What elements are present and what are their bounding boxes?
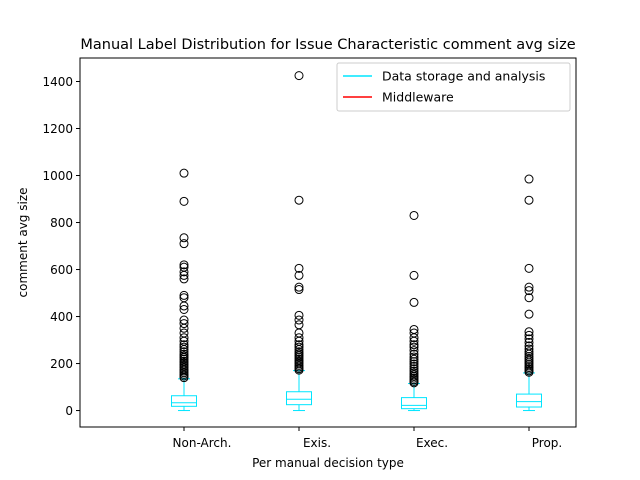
plot-area: 0 200 400 600 800 1000 1200 1400 Non-Arch. Exis. E… — [42, 71, 562, 450]
outlier-point — [179, 267, 189, 277]
outlier-point — [524, 263, 534, 273]
outlier-point — [179, 290, 189, 300]
outlier-point — [179, 340, 189, 350]
outlier-point — [179, 323, 189, 333]
outlier-point — [294, 365, 304, 375]
outlier-point — [179, 168, 189, 178]
outlier-point — [179, 233, 189, 243]
outlier-point — [524, 282, 534, 292]
outlier-point — [524, 174, 534, 184]
outlier-point — [179, 239, 189, 249]
outlier-point — [179, 304, 189, 314]
outlier-point — [409, 346, 419, 356]
outlier-point — [524, 367, 534, 377]
outlier-point — [524, 334, 534, 344]
outlier-point — [179, 274, 189, 284]
outlier-point — [179, 342, 189, 352]
x-tick-label: Exec. — [416, 436, 448, 450]
outlier-point — [524, 293, 534, 303]
y-tick-label: 600 — [50, 263, 73, 277]
y-tick-label: 200 — [50, 357, 73, 371]
outlier-point — [294, 333, 304, 343]
outlier-point — [409, 333, 419, 343]
outlier-point — [409, 336, 419, 346]
x-tick-label: Prop. — [532, 436, 562, 450]
y-axis-label: comment avg size — [16, 188, 30, 298]
box-group-1 — [286, 71, 312, 412]
outlier-point — [179, 260, 189, 270]
y-tick-label: 0 — [65, 404, 73, 418]
outlier-point — [409, 354, 419, 364]
box-group-2 — [401, 210, 427, 412]
legend: Data storage and analysis Middleware — [336, 62, 571, 112]
outlier-point — [524, 337, 534, 347]
outlier-point — [524, 327, 534, 337]
outlier-point — [294, 315, 304, 325]
y-tick-label: 400 — [50, 310, 73, 324]
y-tick-label: 1400 — [42, 75, 73, 89]
legend-label-data-storage: Data storage and analysis — [382, 69, 545, 84]
x-tick-label: Exis. — [303, 436, 331, 450]
outlier-point — [409, 340, 419, 350]
outlier-point — [409, 342, 419, 352]
box-iqr — [171, 395, 197, 407]
outlier-point — [294, 340, 304, 350]
outlier-point — [294, 263, 304, 273]
chart-title: Manual Label Distribution for Issue Char… — [80, 37, 575, 53]
outlier-point — [294, 282, 304, 292]
box-iqr — [401, 397, 427, 410]
legend-frame — [336, 62, 571, 112]
outlier-point — [179, 196, 189, 206]
outlier-point — [294, 71, 304, 81]
legend-label-middleware: Middleware — [382, 90, 454, 105]
outlier-point — [524, 309, 534, 319]
outlier-point — [409, 359, 419, 369]
x-tick-label: Non-Arch. — [173, 436, 232, 450]
outlier-point — [409, 210, 419, 220]
outlier-point — [409, 378, 419, 388]
outlier-point — [294, 270, 304, 280]
outlier-point — [524, 286, 534, 296]
box-iqr — [516, 393, 542, 408]
outlier-point — [179, 319, 189, 329]
y-tick-label: 800 — [50, 216, 73, 230]
y-tick-label: 1000 — [42, 169, 73, 183]
outlier-point — [179, 333, 189, 343]
outlier-point — [409, 270, 419, 280]
outlier-point — [294, 195, 304, 205]
outlier-point — [409, 352, 419, 362]
outlier-point — [179, 301, 189, 311]
y-tick-label: 1200 — [42, 122, 73, 136]
box-group-3 — [516, 174, 542, 412]
outlier-point — [409, 357, 419, 367]
box-group-0 — [171, 168, 197, 412]
axes-frame — [79, 57, 577, 428]
outlier-point — [409, 297, 419, 307]
outlier-point — [294, 285, 304, 295]
outlier-point — [179, 270, 189, 280]
box-iqr — [286, 391, 312, 406]
outlier-point — [294, 310, 304, 320]
x-axis-label: Per manual decision type — [252, 456, 404, 470]
outlier-point — [179, 373, 189, 383]
outlier-point — [524, 330, 534, 340]
outlier-point — [524, 195, 534, 205]
